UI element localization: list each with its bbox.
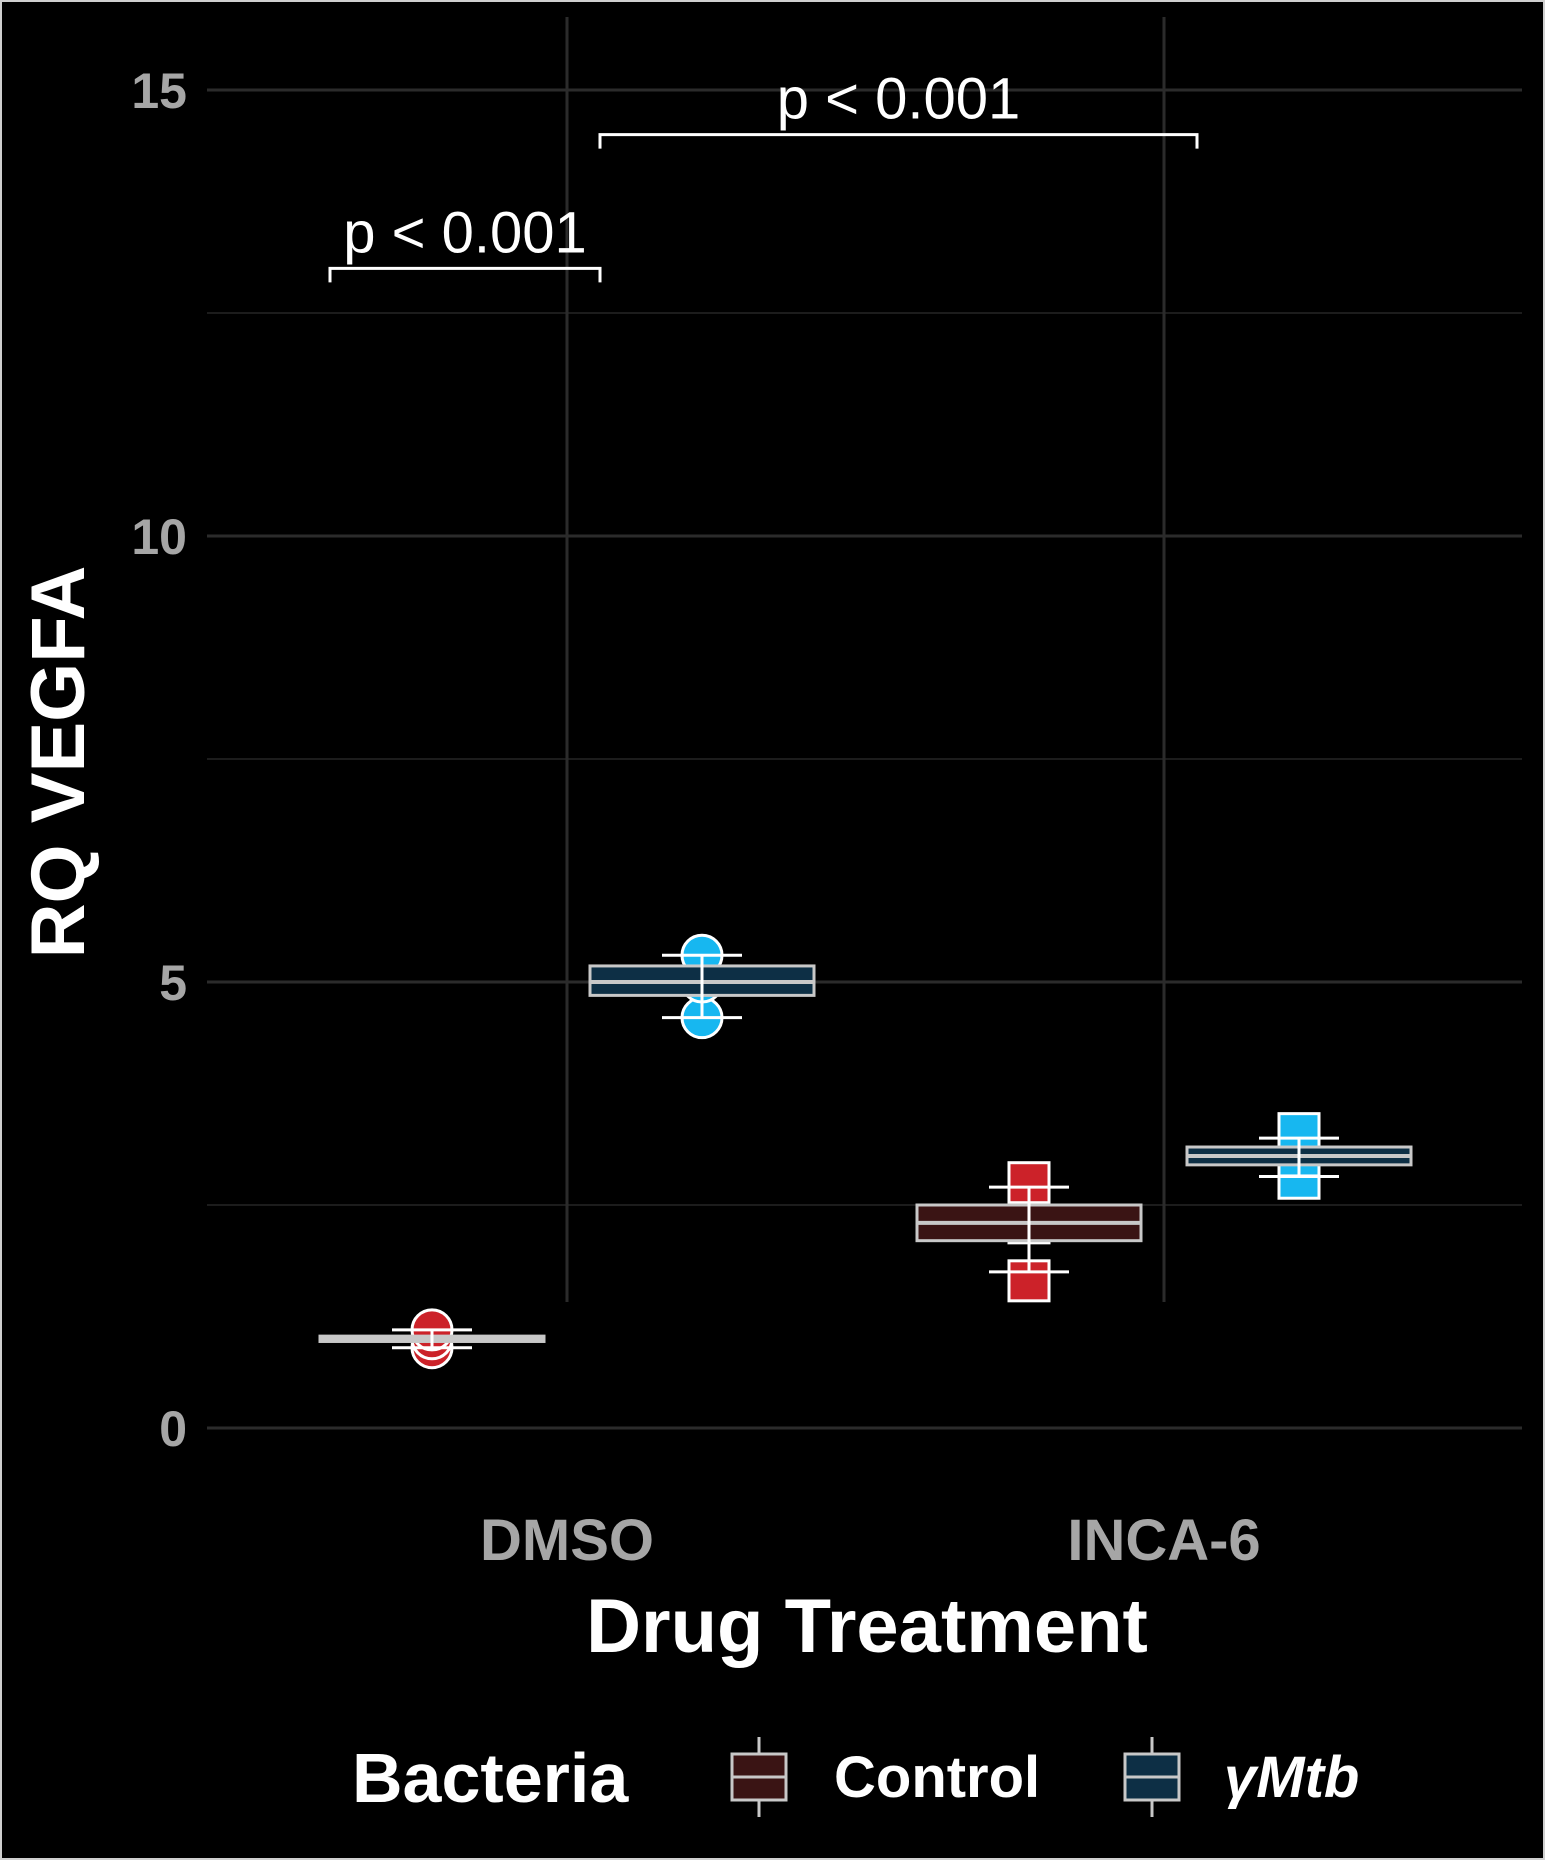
x-tick-label: DMSO <box>480 1508 654 1573</box>
bracket-line <box>328 266 602 283</box>
significance-bracket: p < 0.001 <box>328 200 602 283</box>
y-tick-label: 0 <box>159 1401 187 1457</box>
x-axis-title: Drug Treatment <box>586 1584 1148 1669</box>
legend-label: γMtb <box>1224 1745 1359 1810</box>
y-axis-title: RQ VEGFA <box>16 566 101 959</box>
plot-layer <box>318 933 1413 1370</box>
y-tick-label: 10 <box>131 509 187 565</box>
box-group <box>588 933 816 1040</box>
annotation-layer: p < 0.001 p < 0.001 <box>328 67 1199 283</box>
grid-layer <box>207 17 1522 1430</box>
x-tick-label: INCA-6 <box>1067 1508 1260 1573</box>
box-group <box>318 1308 546 1370</box>
box-group <box>1185 1112 1413 1200</box>
p-value-label: p < 0.001 <box>343 200 587 265</box>
legend-label: Control <box>834 1745 1040 1810</box>
y-tick-label: 15 <box>131 63 187 119</box>
box-group <box>915 1161 1143 1303</box>
bracket-line <box>598 133 1199 149</box>
axis-layer: RQ VEGFA Drug Treatment 0 5 10 15 DMSO INCA-6 <box>16 63 1261 1669</box>
legend-title: Bacteria <box>352 1739 629 1817</box>
legend-item: Control <box>730 1737 1040 1817</box>
significance-bracket: p < 0.001 <box>598 67 1199 149</box>
legend: Bacteria Control γMtb <box>352 1737 1359 1817</box>
p-value-label: p < 0.001 <box>777 67 1021 132</box>
y-tick-label: 5 <box>159 955 187 1011</box>
legend-item: γMtb <box>1123 1737 1359 1817</box>
